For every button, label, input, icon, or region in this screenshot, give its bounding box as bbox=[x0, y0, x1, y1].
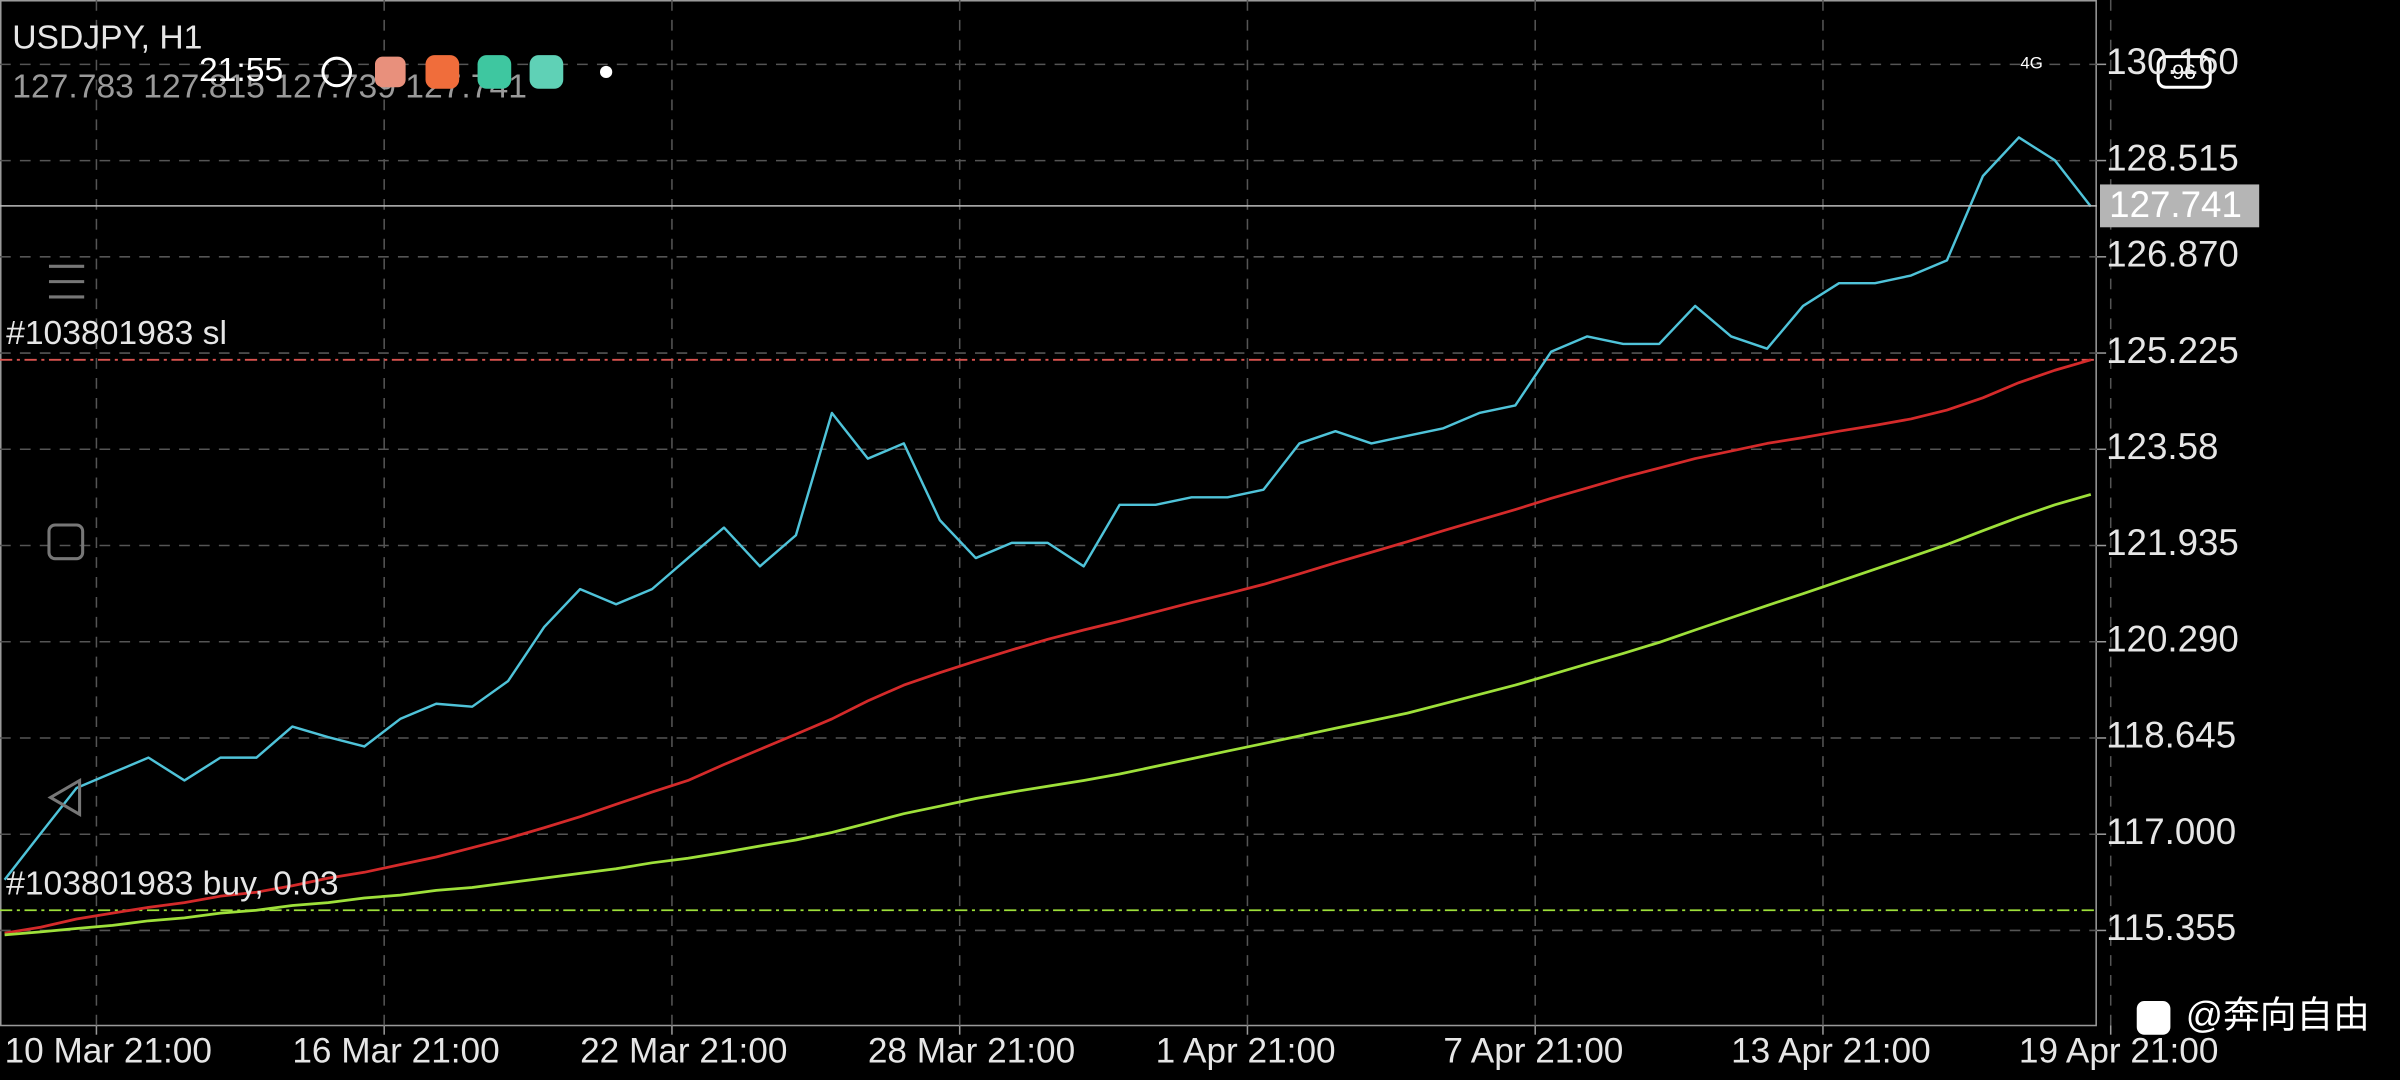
chart-title: USDJPY, H1 bbox=[12, 20, 202, 57]
icon bbox=[600, 65, 613, 79]
menu-button[interactable] bbox=[48, 264, 85, 299]
icon bbox=[477, 55, 512, 89]
plot-frame bbox=[0, 0, 2097, 1027]
x-tick-label: 28 Mar 21:00 bbox=[868, 1031, 1075, 1070]
recent-button[interactable] bbox=[47, 523, 85, 561]
x-tick-label: 7 Apr 21:00 bbox=[1443, 1031, 1623, 1070]
series-line bbox=[3, 136, 2092, 881]
icon bbox=[375, 56, 406, 88]
battery-level: 96 bbox=[2172, 60, 2196, 84]
x-tick-label: 22 Mar 21:00 bbox=[580, 1031, 787, 1070]
grid bbox=[0, 0, 2112, 1035]
last-price-label: 127.741 bbox=[2109, 184, 2242, 225]
icon bbox=[425, 55, 460, 89]
y-tick-label: 130.160 bbox=[2106, 41, 2239, 82]
status-time: 21:55 bbox=[199, 52, 283, 89]
series-line bbox=[4, 493, 2092, 937]
nav-bar bbox=[47, 264, 85, 817]
x-tick-label: 13 Apr 21:00 bbox=[1731, 1031, 1931, 1070]
order-label: #103801983 buy, 0.03 bbox=[6, 866, 339, 903]
watermark: @奔向自由 bbox=[2186, 995, 2370, 1036]
y-tick-label: 121.935 bbox=[2106, 522, 2239, 563]
plot bbox=[0, 136, 2097, 937]
series-line bbox=[4, 358, 2092, 935]
y-tick-label: 125.225 bbox=[2106, 330, 2239, 371]
y-tick-label: 123.58 bbox=[2106, 426, 2218, 467]
y-tick-label: 126.870 bbox=[2106, 234, 2239, 275]
watermark-icon bbox=[2136, 1001, 2171, 1035]
battery bbox=[2156, 55, 2212, 89]
y-tick-label: 128.515 bbox=[2106, 137, 2239, 178]
x-tick-label: 10 Mar 21:00 bbox=[5, 1031, 212, 1070]
x-tick-label: 19 Apr 21:00 bbox=[2019, 1031, 2219, 1070]
icon bbox=[529, 55, 564, 89]
last-price-box bbox=[2100, 184, 2260, 228]
network: 4G bbox=[2020, 54, 2042, 73]
back-button[interactable] bbox=[47, 777, 82, 817]
y-tick-label: 115.355 bbox=[2106, 907, 2236, 948]
status-icons: 4G 96 bbox=[321, 54, 2212, 89]
x-tick-label: 16 Mar 21:00 bbox=[292, 1031, 499, 1070]
y-tick-label: 118.645 bbox=[2106, 715, 2236, 756]
icon bbox=[321, 56, 353, 88]
order-label: #103801983 sl bbox=[6, 315, 227, 352]
y-tick-label: 117.000 bbox=[2106, 811, 2236, 852]
y-tick-label: 120.290 bbox=[2106, 618, 2239, 659]
x-tick-label: 1 Apr 21:00 bbox=[1156, 1031, 1336, 1070]
